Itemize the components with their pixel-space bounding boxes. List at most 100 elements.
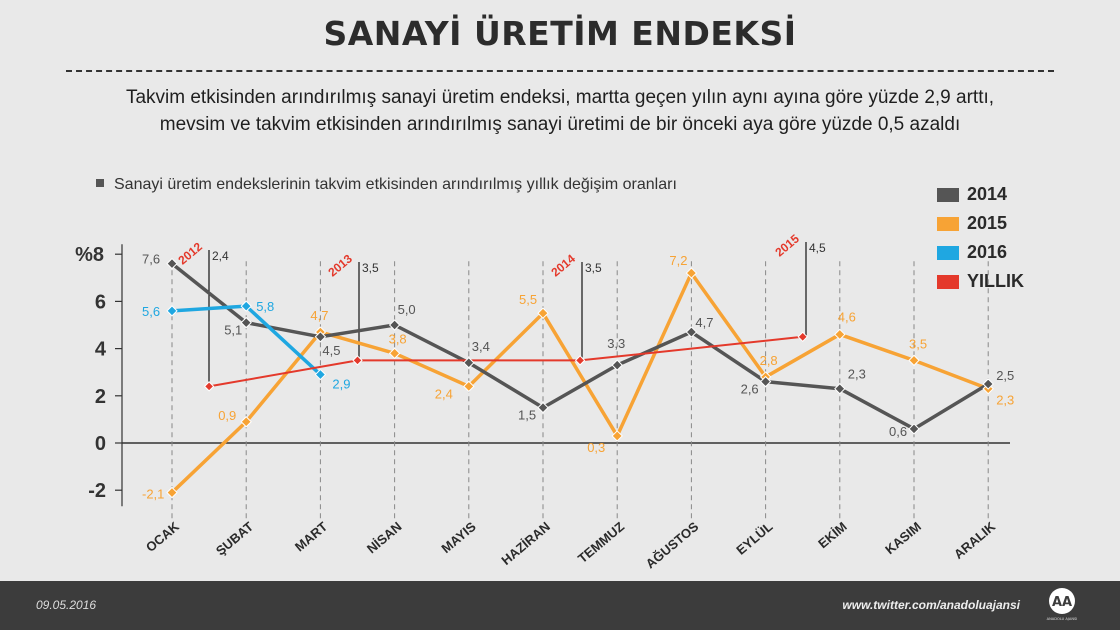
data-label-2016: 5,6 bbox=[142, 304, 160, 319]
footer-bar: 09.05.2016 www.twitter.com/anadoluajansi… bbox=[0, 581, 1120, 630]
data-label-2014: 3,3 bbox=[607, 336, 625, 351]
subtitle-line-2: mevsim ve takvim etkisinden arındırılmış… bbox=[159, 114, 961, 135]
legend-label-2015: 2015 bbox=[967, 213, 1008, 233]
data-label-2014: 4,7 bbox=[695, 315, 713, 330]
marker-yillik bbox=[352, 355, 363, 366]
yillik-year-label: 2012 bbox=[175, 239, 205, 267]
marker-2015 bbox=[908, 354, 920, 367]
data-label-2016: 2,9 bbox=[332, 377, 350, 392]
data-label-2015: 0,3 bbox=[587, 440, 605, 455]
marker-2014 bbox=[463, 357, 475, 369]
yillik-value-label: 3,5 bbox=[362, 261, 379, 275]
data-label-2015: 0,9 bbox=[218, 408, 236, 423]
marker-2014 bbox=[834, 383, 846, 395]
x-tick-label: KASIM bbox=[882, 519, 924, 557]
x-tick-label: EKİM bbox=[815, 519, 850, 551]
marker-yillik bbox=[797, 331, 808, 343]
data-label-2014: 2,5 bbox=[996, 368, 1014, 383]
title-divider bbox=[66, 70, 1054, 72]
subtitle: Takvim etkisinden arındırılmış sanayi ür… bbox=[60, 84, 1060, 138]
series-line-2014 bbox=[170, 262, 990, 431]
x-tick-label: EYLÜL bbox=[733, 519, 775, 558]
data-label-2016: 5,8 bbox=[256, 299, 274, 314]
legend-item-2016: 2016 bbox=[937, 238, 1024, 267]
note-bullet-icon bbox=[96, 178, 104, 187]
x-tick-label: AĞUSTOS bbox=[643, 519, 702, 572]
aa-logo-icon: AA ANADOLU AJANSI bbox=[1047, 588, 1077, 621]
footer-date: 09.05.2016 bbox=[36, 598, 97, 612]
footer-twitter-link[interactable]: www.twitter.com/anadoluajansi bbox=[842, 598, 1020, 612]
legend-swatch-2016 bbox=[937, 245, 959, 260]
aa-logo-text: AA bbox=[1052, 595, 1072, 610]
x-tick-label: MAYIS bbox=[438, 519, 479, 556]
legend-item-yillik: YILLIK bbox=[937, 267, 1024, 296]
marker-2015 bbox=[166, 486, 178, 499]
y-tick-label: 4 bbox=[95, 339, 107, 361]
data-label-2015: 3,5 bbox=[909, 336, 927, 351]
data-label-2015: 7,2 bbox=[669, 253, 687, 268]
series-line-yillik bbox=[208, 335, 803, 388]
yillik-value-label: 4,5 bbox=[809, 241, 826, 255]
marker-2014 bbox=[611, 359, 623, 371]
y-tick-label: %8 bbox=[75, 244, 104, 266]
x-tick-label: OCAK bbox=[143, 518, 182, 554]
x-tick-label: ARALIK bbox=[951, 518, 999, 561]
marker-2016 bbox=[240, 300, 252, 312]
marker-2014 bbox=[537, 401, 549, 414]
marker-2015 bbox=[240, 416, 252, 428]
data-label-2015: 2,4 bbox=[435, 386, 453, 401]
series-line-2016 bbox=[171, 304, 322, 376]
legend-label-yillik: YILLIK bbox=[967, 271, 1024, 291]
data-label-2014: 2,6 bbox=[741, 382, 759, 397]
yillik-year-label: 2014 bbox=[548, 251, 578, 279]
subtitle-line-1: Takvim etkisinden arındırılmış sanayi ür… bbox=[125, 87, 995, 108]
data-label-2015: 4,6 bbox=[838, 309, 856, 324]
marker-2014 bbox=[388, 319, 401, 331]
data-label-2015: 4,7 bbox=[310, 308, 328, 323]
marker-2014 bbox=[685, 326, 698, 338]
marker-2014 bbox=[908, 423, 920, 435]
marker-2014 bbox=[982, 378, 994, 390]
data-label-2015: 5,5 bbox=[519, 292, 537, 307]
y-tick-label: 0 bbox=[95, 433, 106, 455]
series-line-2015 bbox=[170, 271, 989, 494]
marker-2015 bbox=[537, 307, 549, 319]
marker-2014 bbox=[240, 316, 252, 329]
legend-swatch-yillik bbox=[937, 274, 959, 289]
marker-2015 bbox=[314, 326, 327, 338]
legend-item-2015: 2015 bbox=[937, 209, 1024, 238]
marker-yillik bbox=[203, 381, 215, 392]
data-label-2014: 5,0 bbox=[398, 302, 416, 317]
yillik-value-label: 2,4 bbox=[212, 249, 229, 263]
x-tick-label: NİSAN bbox=[364, 519, 405, 556]
marker-2015 bbox=[982, 383, 994, 395]
x-tick-label: HAZİRAN bbox=[498, 519, 552, 568]
data-label-2014: 3,4 bbox=[472, 339, 490, 354]
y-tick-label: 6 bbox=[95, 291, 106, 313]
legend-swatch-2014 bbox=[937, 187, 959, 202]
marker-2015 bbox=[388, 347, 401, 360]
legend-label-2016: 2016 bbox=[967, 242, 1008, 262]
marker-2015 bbox=[463, 380, 475, 393]
marker-2016 bbox=[166, 305, 178, 317]
x-tick-label: MART bbox=[292, 519, 330, 555]
data-label-2014: 0,6 bbox=[889, 424, 907, 439]
marker-yillik bbox=[574, 355, 586, 366]
page-title: SANAYİ ÜRETİM ENDEKSİ bbox=[323, 14, 797, 53]
marker-2015 bbox=[611, 430, 623, 442]
y-tick-label: -2 bbox=[88, 480, 106, 502]
chart-note-text: Sanayi üretim endekslerinin takvim etkis… bbox=[114, 176, 677, 193]
data-label-2014: 7,6 bbox=[142, 252, 160, 267]
data-label-2015: 2,3 bbox=[996, 393, 1014, 408]
y-tick-label: 2 bbox=[95, 386, 106, 408]
marker-2015 bbox=[759, 371, 772, 383]
data-label-2015: -2,1 bbox=[142, 487, 164, 502]
data-label-2015: 3,8 bbox=[389, 331, 407, 346]
legend-swatch-2015 bbox=[937, 216, 959, 231]
marker-2014 bbox=[314, 331, 327, 343]
yillik-value-label: 3,5 bbox=[585, 261, 602, 275]
x-tick-label: ŞUBAT bbox=[213, 519, 256, 559]
legend-item-2014: 2014 bbox=[937, 180, 1024, 209]
chart-note: Sanayi üretim endekslerinin takvim etkis… bbox=[96, 176, 677, 194]
